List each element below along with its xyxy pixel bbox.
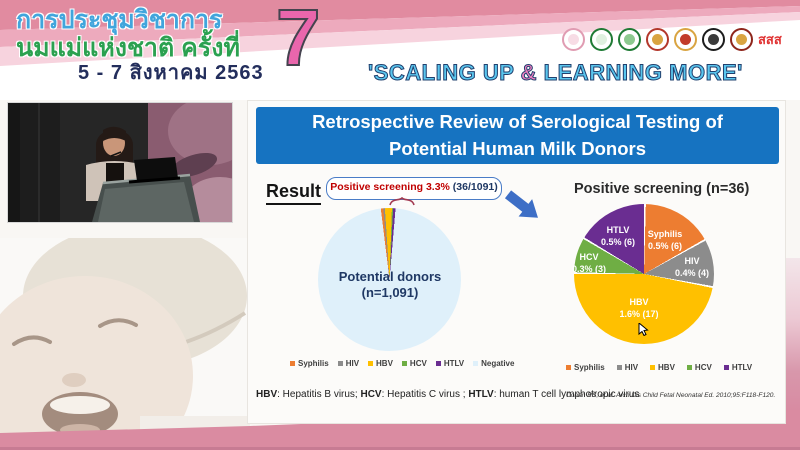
abbreviation-footnote: HBV: Hepatitis B virus; HCV: Hepatitis C… [256, 389, 640, 400]
legend-swatch [616, 365, 622, 370]
legend-item: Syphilis [290, 359, 329, 368]
legend-item: HCV [401, 359, 427, 368]
ministry-of-public-health-logo-icon [590, 28, 613, 51]
university-crest-logo-icon [646, 28, 669, 51]
slogan-ampersand: & [520, 60, 538, 86]
positive-screening-callout: Positive screening 3.3% (36/1091) [326, 177, 502, 200]
logo-glyph [680, 34, 691, 45]
conference-date: 5 - 7 สิงหาคม 2563 [78, 62, 264, 84]
potential-donors-pie-chart [318, 208, 461, 351]
legend-swatch [473, 361, 479, 366]
legend-swatch [686, 365, 692, 370]
legend-swatch [650, 365, 656, 370]
arrow-icon [504, 190, 538, 218]
legend-item: HTLV [435, 359, 464, 368]
callout-highlight: Positive screening 3.3% [330, 181, 450, 193]
legend-item: HBV [368, 359, 393, 368]
potential-donors-count: (n=1,091) [361, 285, 419, 301]
right-edge-band [786, 258, 800, 410]
slide-title-line2: Potential Human Milk Donors [389, 137, 646, 159]
medical-society-logo-icon [702, 28, 725, 51]
department-of-health-logo-icon [618, 28, 641, 51]
slide-title-line1: Retrospective Review of Serological Test… [312, 110, 723, 132]
legend-item: HBV [650, 363, 675, 372]
legend-swatch [368, 361, 374, 366]
legend-positive-screening: Syphilis HIV HBV HCV HTLV [566, 363, 752, 372]
slide-panel: Retrospective Review of Serological Test… [247, 100, 786, 424]
conference-slogan: 'SCALING UP & LEARNING MORE' [368, 60, 743, 86]
slide-title-banner: Retrospective Review of Serological Test… [256, 107, 779, 164]
legend-item: Negative [473, 359, 514, 368]
positive-screening-pie-title: Positive screening (n=36) [574, 181, 750, 197]
legend-swatch [401, 361, 407, 366]
organizer-logos: สสส [562, 28, 782, 51]
legend-item: HCV [686, 363, 712, 372]
positive-screening-pie-chart [574, 204, 714, 344]
legend-item: HTLV [723, 363, 752, 372]
header-banner-background [0, 0, 800, 100]
slice-label-hiv: HIV 0.4% (4) [674, 256, 709, 278]
result-heading: Result [266, 181, 322, 205]
slice-label-hbv: HBV 1.6% (17) [619, 297, 659, 319]
logo-glyph [596, 34, 607, 45]
slice-label-syphilis: Syphilis 0.5% (6) [647, 229, 683, 251]
legend-swatch [337, 361, 343, 366]
logo-glyph [624, 34, 635, 45]
legend-item: Syphilis [566, 363, 605, 372]
legend-potential-donors: Syphilis HIV HBV HCV HTLV Negative [290, 359, 514, 368]
legend-swatch [290, 361, 295, 366]
slogan-open: 'SCALING UP [368, 60, 521, 86]
conference-title-line1: การประชุมวิชาการ [16, 6, 223, 34]
legend-swatch [435, 361, 441, 366]
legend-item: HIV [616, 363, 638, 372]
reference-citation: Cohen RS, et al. Arch Dis Child Fetal Ne… [566, 392, 776, 399]
podium [92, 157, 200, 222]
slice-label-hcv: HBV HCV 0.3% (3) [571, 252, 606, 274]
royal-emblem-logo-icon [674, 28, 697, 51]
callout-brace-icon [389, 197, 415, 206]
legend-swatch [566, 365, 571, 370]
conference-title: การประชุมวิชาการ นมแม่แห่งชาติ ครั้งที่ … [16, 6, 264, 84]
logo-glyph [736, 34, 747, 45]
potential-donors-label: Potential donors (n=1,091) [334, 269, 446, 302]
callout-detail: (36/1091) [449, 181, 498, 193]
legend-swatch [723, 365, 729, 370]
conference-edition-number: 7 [275, 0, 321, 83]
slice-label-htlv: HTLV 0.5% (6) [600, 225, 635, 247]
logo-glyph [708, 34, 719, 45]
legend-item: HIV [337, 359, 359, 368]
thai-health-promotion-foundation-logo-icon: สสส [758, 32, 782, 47]
breastfeeding-foundation-logo-icon [562, 28, 585, 51]
conference-title-line2: นมแม่แห่งชาติ ครั้งที่ [16, 34, 240, 62]
presenter-video-feed [7, 102, 233, 223]
logo-glyph [652, 34, 663, 45]
slogan-close: LEARNING MORE' [537, 60, 743, 86]
royal-college-logo-icon [730, 28, 753, 51]
potential-donors-label-line1: Potential donors [338, 269, 442, 284]
logo-glyph [568, 34, 579, 45]
mouse-cursor-icon [638, 323, 649, 336]
